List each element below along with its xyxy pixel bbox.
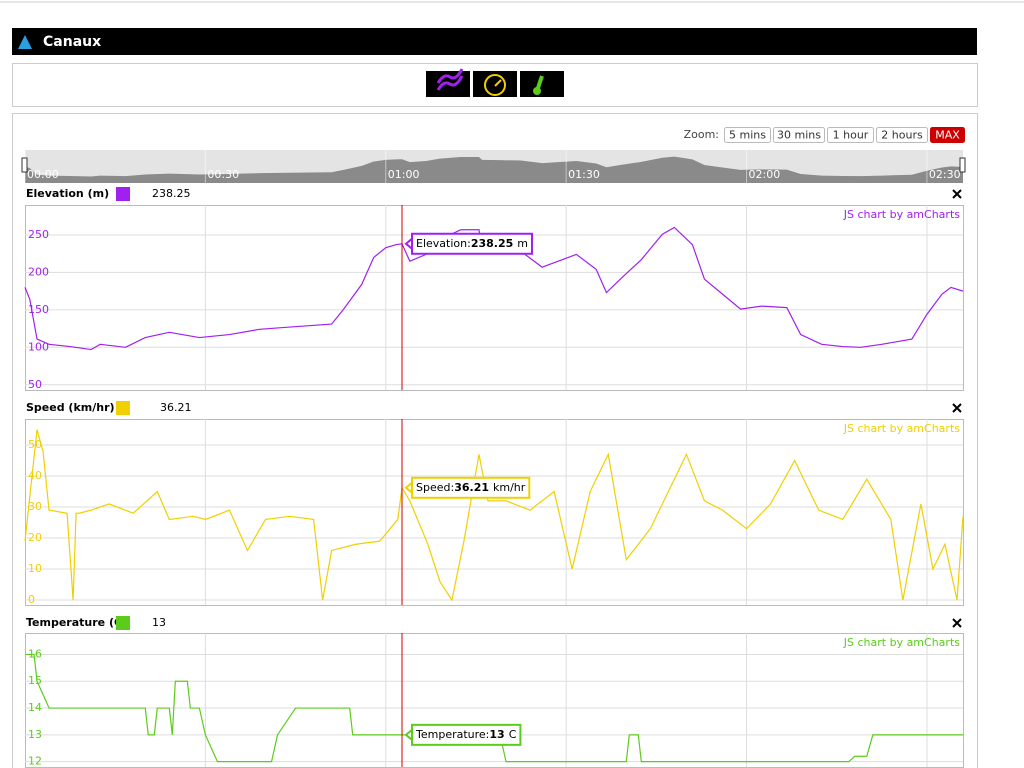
tooltip-text: Temperature:13 C	[415, 728, 517, 741]
tooltip-pointer	[404, 727, 414, 742]
readout: 238.25	[152, 187, 191, 200]
zoom-button-label: 30 mins	[777, 129, 821, 142]
y-tick-label: 150	[28, 303, 49, 316]
navigator-tick-label: 00:00	[27, 168, 59, 181]
chart-title: Speed (km/hr)	[26, 401, 115, 414]
plot-area	[25, 633, 964, 768]
tooltip-text: Elevation:238.25 m	[416, 237, 528, 250]
zoom-label: Zoom:	[684, 128, 719, 141]
tooltip-value: 36.21	[454, 481, 489, 494]
y-tick-label: 16	[28, 647, 42, 660]
credit: JS chart by amCharts	[843, 208, 960, 221]
zoom-button[interactable]	[827, 127, 874, 143]
readout: 36.21	[160, 401, 192, 414]
series-line	[25, 653, 963, 763]
chart-title: Elevation (m)	[26, 187, 109, 200]
zoom-button[interactable]	[930, 127, 965, 143]
chart-title: Temperature (C)	[26, 616, 127, 629]
y-tick-label: 50	[28, 378, 42, 391]
header-title: Canaux	[43, 34, 101, 50]
tooltip-value: 13	[489, 728, 504, 741]
tooltip-unit: m	[517, 237, 528, 250]
zoom-button[interactable]	[724, 127, 771, 143]
speed-needle	[494, 79, 502, 87]
speed-icon	[484, 74, 506, 96]
y-tick-label: 13	[28, 728, 42, 741]
tooltip-text: Speed:36.21 km/hr	[416, 481, 526, 494]
credit: JS chart by amCharts	[843, 636, 960, 649]
temperature-bulb	[533, 87, 541, 95]
close-icon	[952, 618, 962, 628]
y-tick-label: 40	[28, 469, 42, 482]
navigator-area	[25, 156, 963, 183]
navigator-tick-label: 00:30	[207, 168, 239, 181]
y-tick-label: 100	[28, 340, 49, 353]
credit: JS chart by amCharts	[843, 422, 960, 435]
y-tick-label: 12	[28, 755, 42, 768]
zoom-button-label: 5 mins	[729, 129, 766, 142]
tooltip-unit: C	[509, 728, 517, 741]
tooltip: Speed:36.21 km/hr	[404, 476, 531, 499]
tooltip-label: Speed:	[416, 481, 454, 494]
y-tick-label: 200	[28, 265, 49, 278]
navigator-tick-label: 02:30	[929, 168, 961, 181]
chart-2: Temperature (C) 13 12 13 14 15 16 JS chart by a…	[25, 616, 964, 768]
tooltip: Temperature:13 C	[404, 723, 522, 746]
legend-swatch	[116, 187, 130, 201]
collapse-icon[interactable]	[18, 35, 32, 49]
legend-swatch	[116, 401, 130, 415]
plot-area	[25, 419, 964, 606]
elevation-icon	[436, 68, 464, 91]
y-tick-label: 14	[28, 701, 42, 714]
zoom-buttons: 5 mins 30 mins 1 hour 2 hours MAX	[724, 127, 965, 143]
header-bar	[12, 28, 977, 55]
tooltip-label: Elevation:	[416, 237, 471, 250]
navigator-tick-label: 01:00	[388, 168, 420, 181]
tooltip-value: 238.25	[471, 237, 513, 250]
close-icon	[952, 189, 962, 199]
zoom-button-label: 1 hour	[833, 129, 869, 142]
close-icon	[952, 403, 962, 413]
chart-0: Elevation (m) 238.25 50 100 150 200 250 JS char…	[24, 187, 964, 391]
navigator-handle-right[interactable]	[959, 157, 966, 173]
navigator-handle-left[interactable]	[21, 157, 28, 173]
y-tick-label: 20	[28, 531, 42, 544]
y-tick-label: 0	[28, 593, 35, 606]
zoom-button-label: MAX	[935, 129, 960, 142]
temperature-toggle[interactable]	[520, 71, 564, 97]
zoom-button-label: 2 hours	[881, 129, 923, 142]
y-tick-label: 10	[28, 562, 42, 575]
series-line	[24, 429, 964, 602]
legend-swatch	[116, 616, 130, 630]
y-tick-label: 15	[28, 674, 42, 687]
navigator-tick-label: 01:30	[568, 168, 600, 181]
temperature-icon	[536, 75, 544, 89]
tooltip: Elevation:238.25 m	[404, 232, 533, 255]
channel-icons	[426, 68, 564, 97]
tooltip-unit: km/hr	[493, 481, 526, 494]
readout: 13	[152, 616, 166, 629]
tooltip-pointer	[404, 480, 414, 495]
y-tick-label: 30	[28, 500, 42, 513]
zoom-button[interactable]	[876, 127, 928, 143]
tooltip-label: Temperature:	[415, 728, 489, 741]
zoom-button[interactable]	[773, 127, 825, 143]
navigator: 00:00 00:30 01:00 01:30 02:00 02:30	[21, 150, 966, 183]
y-tick-label: 250	[28, 228, 49, 241]
tooltip-pointer	[404, 236, 414, 251]
navigator-tick-label: 02:00	[749, 168, 781, 181]
